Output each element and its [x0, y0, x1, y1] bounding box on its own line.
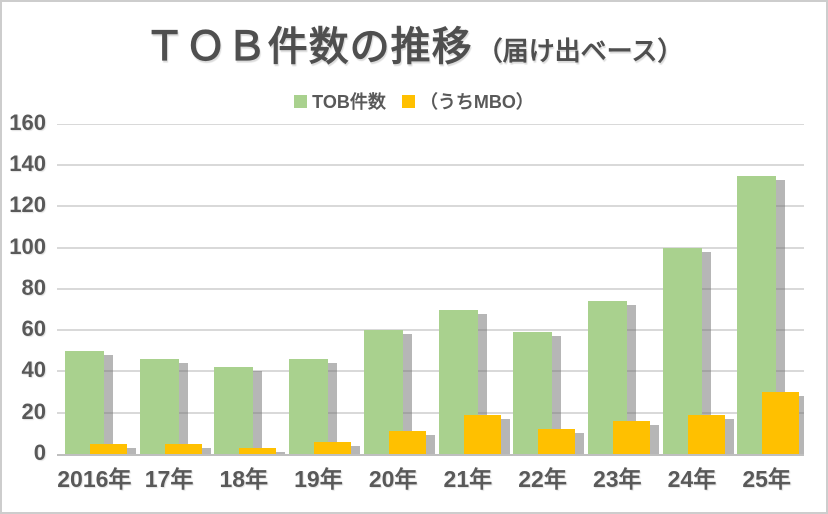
x-tick-label-18年: 18年: [219, 466, 269, 492]
x-tick-label-19年: 19年: [294, 466, 343, 492]
bar-mbo-19年: [314, 442, 351, 454]
bar-mbo-2016年: [90, 444, 127, 454]
chart-legend: TOB件数 （うちMBO）: [2, 88, 826, 114]
gridline-160: [57, 124, 804, 125]
x-tick-label-24年: 24年: [667, 466, 717, 492]
chart-title-sub: （届け出ベース）: [476, 36, 684, 66]
y-tick-label-60: 60: [21, 316, 46, 341]
y-tick-label-20: 20: [21, 399, 46, 424]
gridline-60: [57, 329, 804, 331]
y-tick-label-0: 0: [33, 440, 46, 465]
x-tick-label-25年: 25年: [742, 466, 791, 492]
bar-mbo-17年: [165, 444, 202, 454]
gridline-100: [57, 247, 804, 249]
bar-mbo-25年: [762, 392, 799, 454]
y-tick-label-140: 140: [9, 151, 46, 176]
bar-tob-2016年: [65, 351, 104, 454]
y-tick-label-100: 100: [9, 234, 46, 259]
legend-label-tob: TOB件数: [312, 92, 386, 112]
legend-swatch-tob-icon: [294, 94, 308, 108]
x-tick-label-21年: 21年: [443, 466, 493, 492]
bar-mbo-20年: [389, 431, 426, 454]
gridline-40: [57, 370, 804, 372]
legend-item-mbo: （うちMBO）: [401, 88, 534, 114]
chart-title-main: ＴＯＢ件数の推移: [144, 25, 473, 69]
x-tick-label-22年: 22年: [518, 466, 567, 492]
y-tick-label-80: 80: [21, 275, 46, 300]
gridline-120: [57, 205, 804, 207]
y-tick-label-160: 160: [9, 110, 46, 135]
x-axis-line: [57, 454, 804, 456]
gridline-80: [57, 288, 804, 290]
bar-tob-17年: [140, 359, 179, 454]
legend-swatch-mbo-icon: [401, 94, 415, 108]
bar-mbo-21年: [464, 415, 501, 454]
gridline-20: [57, 412, 804, 414]
legend-item-tob: TOB件数: [294, 88, 386, 114]
x-tick-label-2016年: 2016年: [57, 466, 132, 492]
bar-tob-19年: [289, 359, 328, 454]
bar-mbo-22年: [538, 429, 575, 454]
bar-mbo-23年: [613, 421, 650, 454]
y-tick-label-120: 120: [9, 192, 46, 217]
x-tick-label-23年: 23年: [592, 466, 642, 492]
bar-mbo-24年: [688, 415, 725, 454]
x-tick-label-20年: 20年: [368, 466, 418, 492]
plot-area: [57, 124, 804, 454]
bar-mbo-18年: [239, 448, 276, 454]
x-tick-label-17年: 17年: [144, 466, 194, 492]
gridline-140: [57, 164, 804, 166]
chart-title: ＴＯＢ件数の推移 （届け出ベース）: [2, 14, 826, 72]
legend-label-mbo: （うちMBO）: [419, 92, 534, 112]
y-tick-label-40: 40: [21, 357, 46, 382]
bar-tob-18年: [214, 367, 253, 454]
